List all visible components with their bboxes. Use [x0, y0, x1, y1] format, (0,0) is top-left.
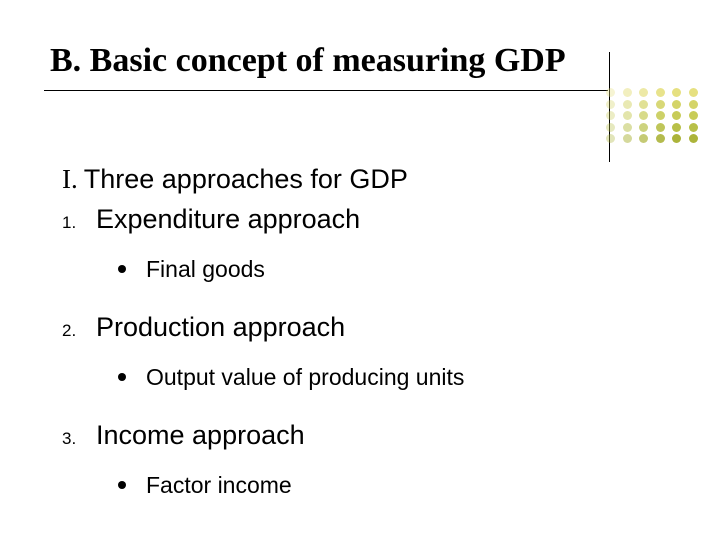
sub-item-1: Final goods	[118, 256, 265, 283]
sub-text: Factor income	[146, 472, 292, 498]
section-text: Three approaches for GDP	[84, 164, 408, 194]
item-number: 1.	[62, 213, 96, 233]
list-item-2: 2.Production approach	[62, 312, 345, 343]
list-item-3: 3.Income approach	[62, 420, 305, 451]
section-heading: I.Three approaches for GDP	[62, 164, 408, 195]
slide-title: B. Basic concept of measuring GDP	[50, 42, 566, 80]
bullet-icon	[118, 373, 126, 381]
bullet-icon	[118, 481, 126, 489]
sub-text: Output value of producing units	[146, 364, 464, 390]
item-number: 2.	[62, 321, 96, 341]
roman-numeral: I.	[62, 164, 78, 194]
sub-item-3: Factor income	[118, 472, 292, 499]
item-label: Production approach	[96, 312, 345, 342]
sub-text: Final goods	[146, 256, 265, 282]
item-label: Expenditure approach	[96, 204, 360, 234]
title-underline	[44, 90, 608, 91]
list-item-1: 1.Expenditure approach	[62, 204, 360, 235]
sub-item-2: Output value of producing units	[118, 364, 464, 391]
item-label: Income approach	[96, 420, 305, 450]
decorative-dot-grid	[606, 88, 698, 146]
item-number: 3.	[62, 429, 96, 449]
bullet-icon	[118, 265, 126, 273]
